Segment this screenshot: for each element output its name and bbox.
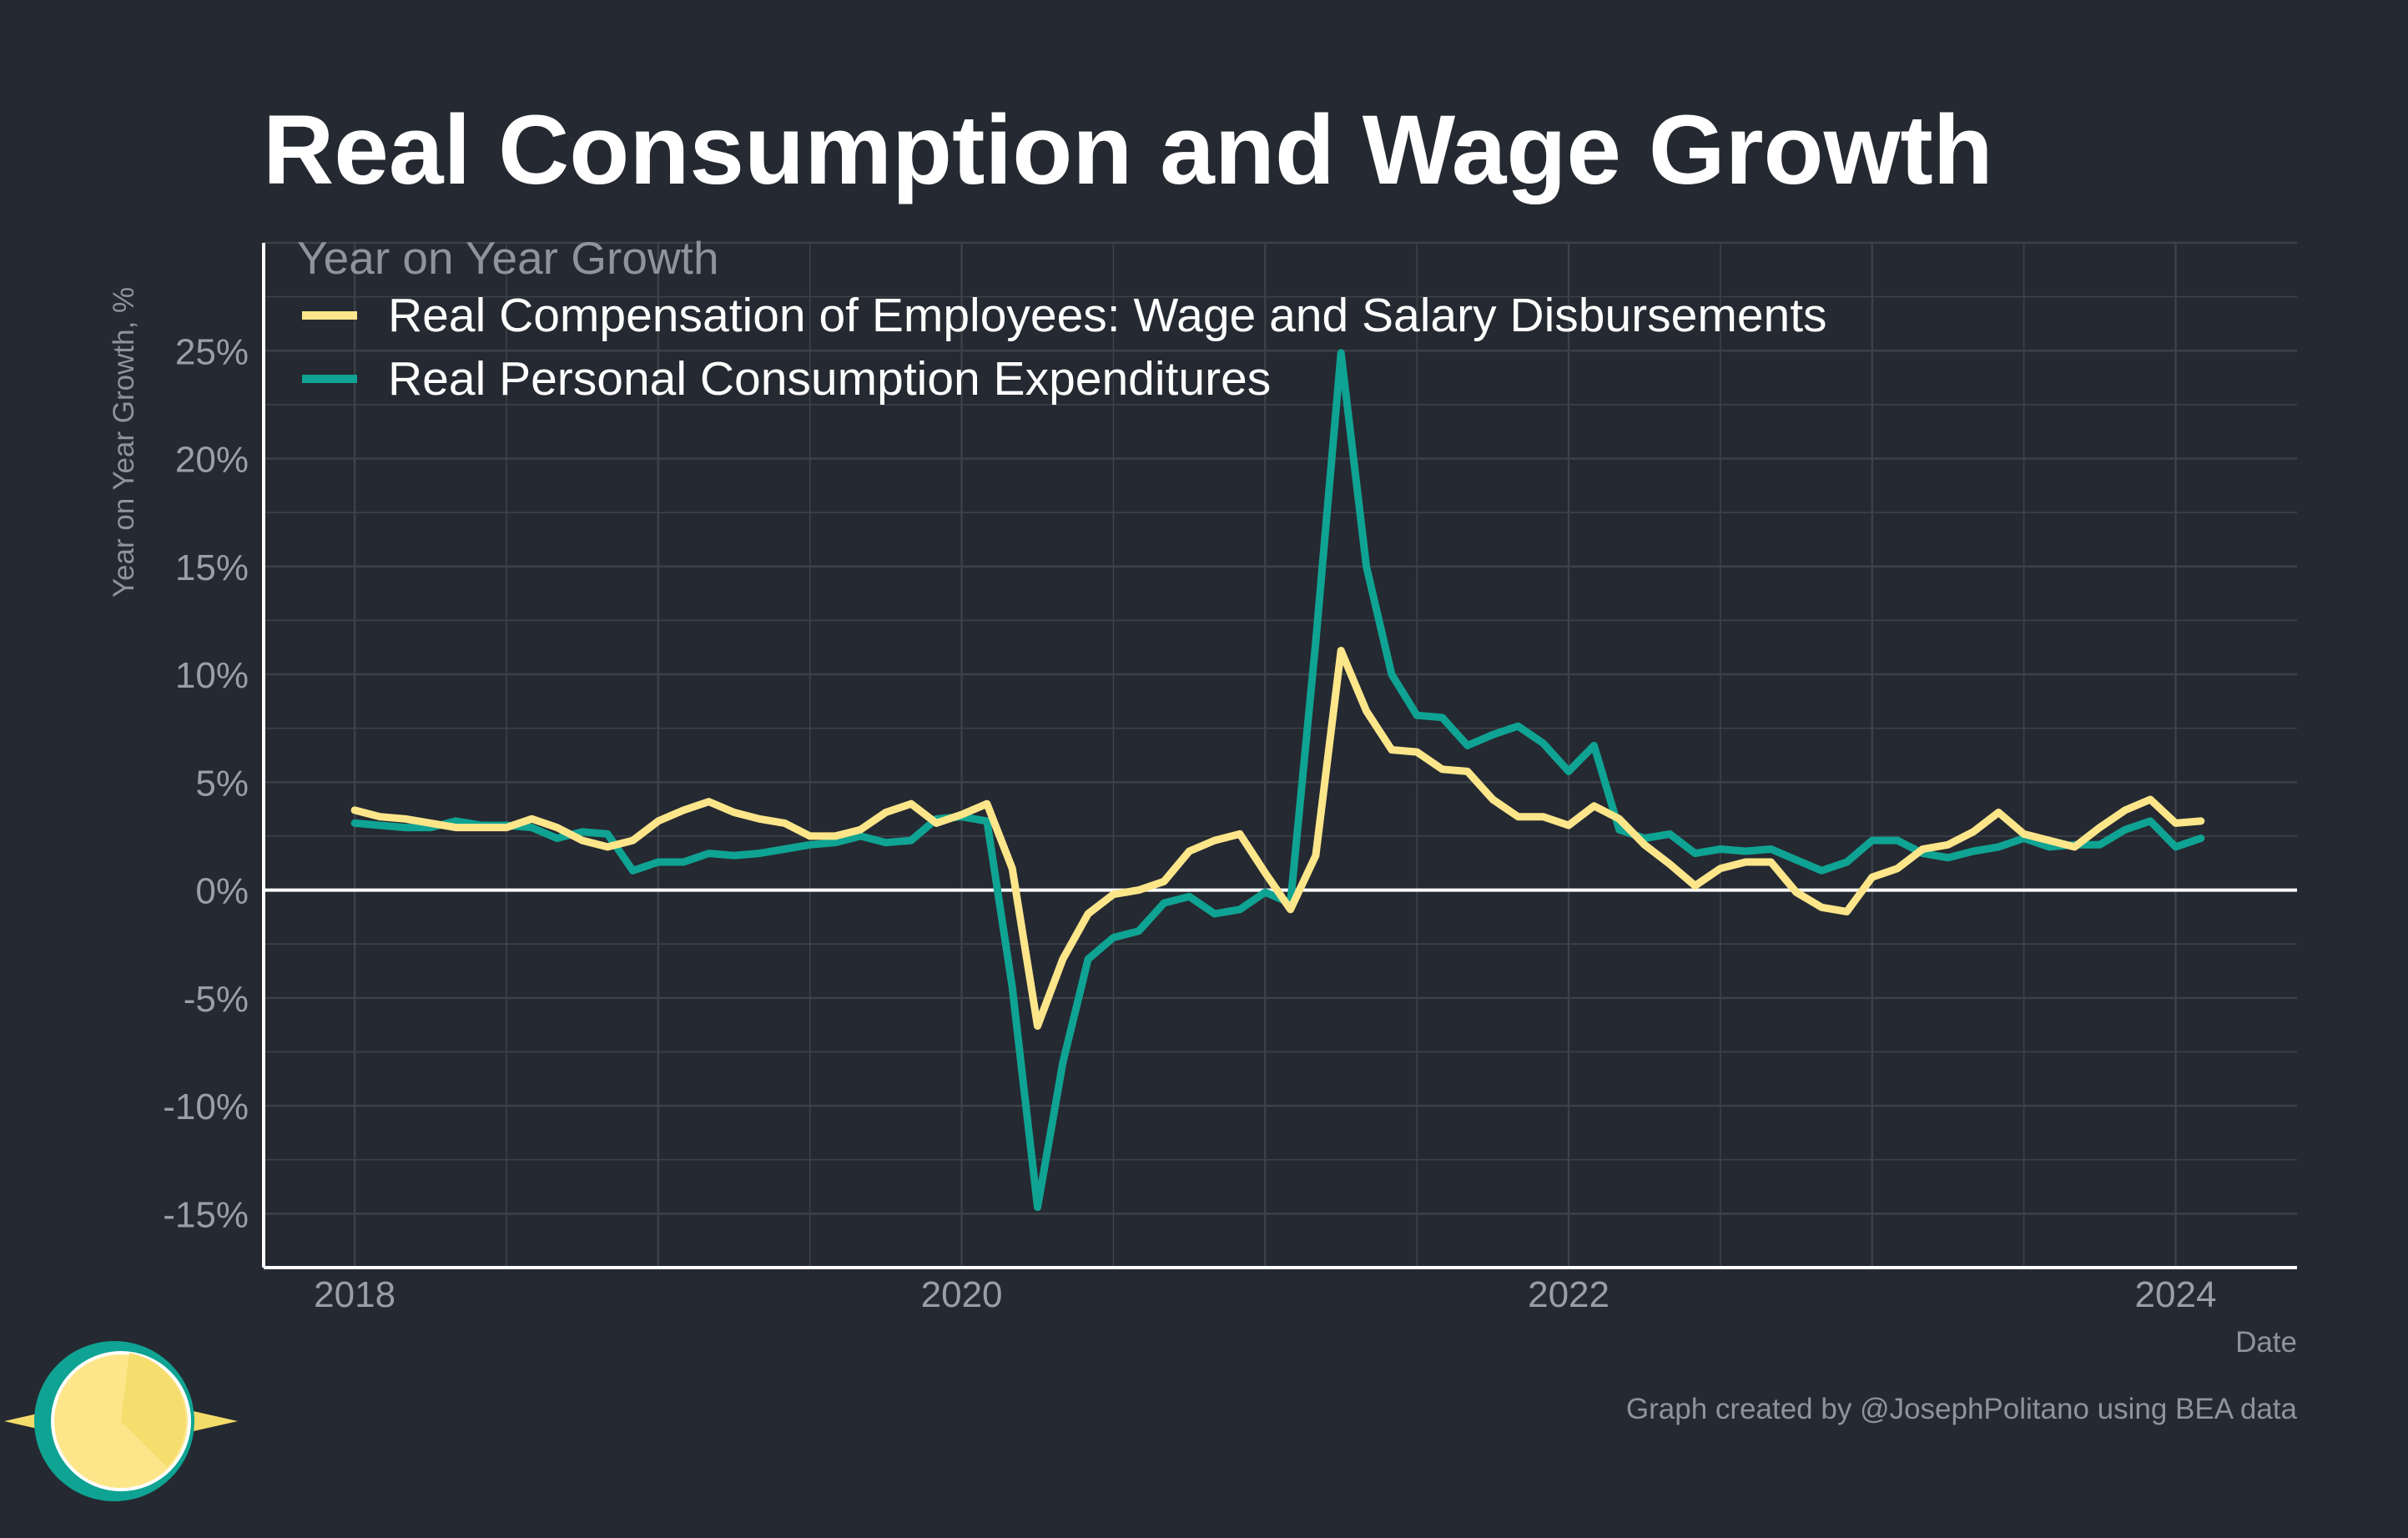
grid [264, 241, 2297, 1268]
chart-title: Real Consumption and Wage Growth [263, 95, 1993, 205]
credit: Graph created by @JosephPolitano using B… [1626, 1393, 2298, 1425]
y-tick-label: -10% [163, 1087, 249, 1127]
series-lines [350, 349, 2205, 1212]
series-line-consumption [350, 349, 2205, 1212]
legend: Year on Year Growth Real Compensation of… [297, 232, 1827, 406]
y-tick-labels: -15% -10% -5% 0% 5% 10% 15% 20% 25% [163, 331, 249, 1235]
y-tick-label: 10% [175, 655, 249, 696]
series-line-wages [350, 647, 2205, 1030]
sun-icon [4, 1341, 238, 1501]
legend-title: Year on Year Growth [297, 232, 719, 284]
x-tick-label: 2020 [921, 1274, 1003, 1315]
sun-shade [121, 1353, 186, 1467]
y-tick-label: 25% [175, 331, 249, 372]
x-tick-label: 2022 [1528, 1274, 1610, 1315]
sun-ray [179, 1408, 238, 1435]
y-tick-label: 5% [195, 763, 249, 804]
legend-label: Real Compensation of Employees: Wage and… [388, 289, 1827, 342]
x-tick-labels: 2018 2020 2022 2024 [314, 1274, 2216, 1315]
x-axis-label: Date [2235, 1326, 2297, 1359]
y-tick-label: 0% [195, 871, 249, 912]
y-tick-label: 15% [175, 547, 249, 588]
legend-label: Real Personal Consumption Expenditures [388, 352, 1271, 406]
y-tick-label: 20% [175, 440, 249, 481]
y-tick-label: -5% [184, 979, 249, 1020]
x-tick-label: 2024 [2135, 1274, 2217, 1315]
y-axis-label: Year on Year Growth, % [108, 287, 140, 598]
y-tick-label: -15% [163, 1194, 249, 1235]
axes [262, 243, 2297, 1269]
x-tick-label: 2018 [314, 1274, 395, 1315]
